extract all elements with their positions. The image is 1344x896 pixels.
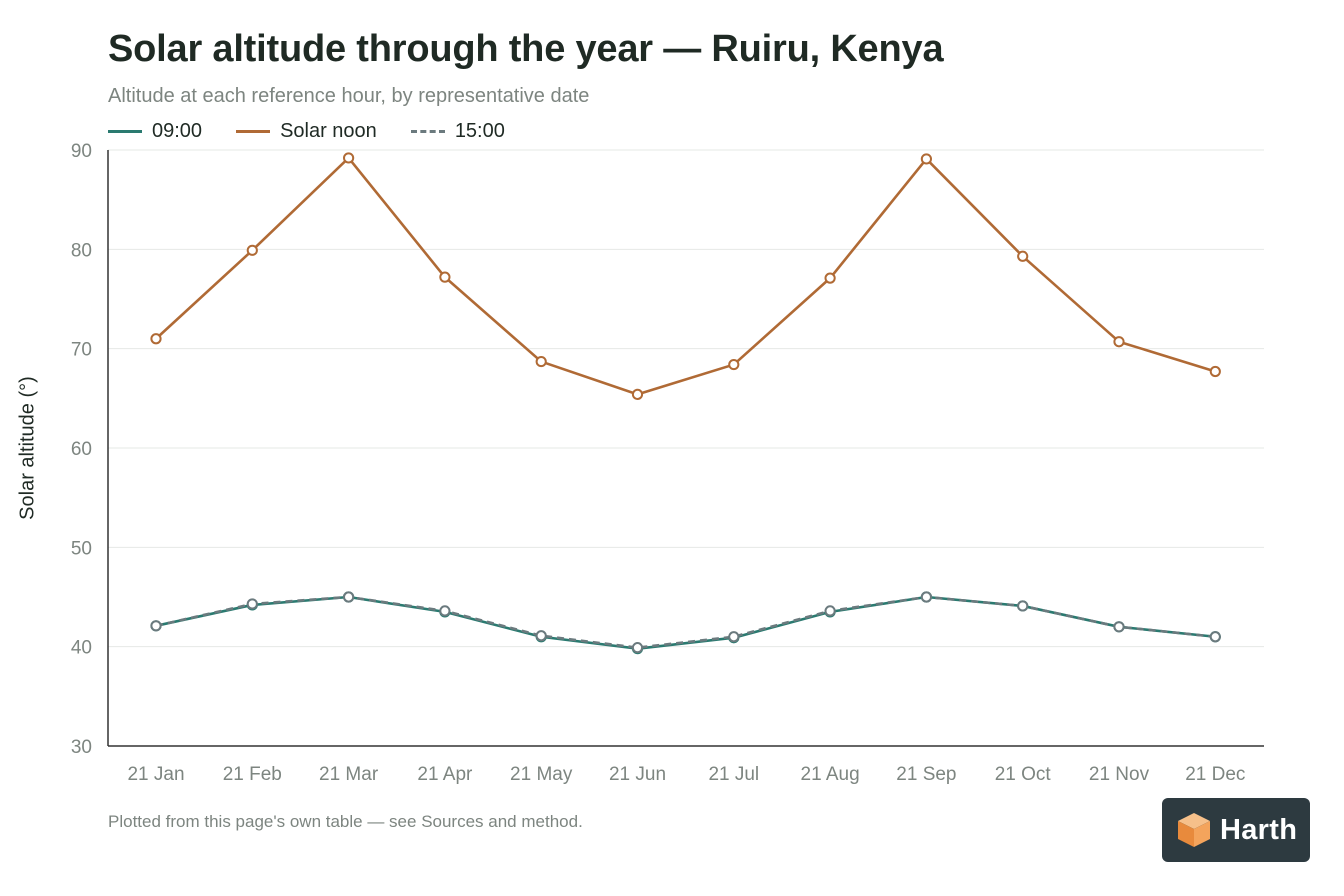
x-tick-label-4: 21 May xyxy=(510,764,573,785)
legend: 09:00 Solar noon 15:00 xyxy=(108,120,539,143)
legend-label-1500: 15:00 xyxy=(454,120,505,142)
data-point-15-00-2 xyxy=(343,591,355,603)
legend-swatch-solar-noon xyxy=(236,130,271,133)
x-tick-label-2: 21 Mar xyxy=(319,764,379,785)
data-point-15-00-3 xyxy=(439,605,451,617)
data-point-solar-noon-10 xyxy=(1113,336,1125,348)
legend-item-0900[interactable]: 09:00 xyxy=(108,120,202,143)
data-point-15-00-8 xyxy=(920,591,933,603)
data-point-15-00-0 xyxy=(150,620,162,632)
y-tick-label-60: 60 xyxy=(71,439,92,460)
series-line-solar-noon xyxy=(155,156,1216,396)
legend-swatch-0900 xyxy=(108,130,142,133)
harth-cube-icon xyxy=(1178,813,1210,847)
data-point-15-00-4 xyxy=(535,630,547,642)
y-tick-label-30: 30 xyxy=(71,737,92,758)
legend-label-0900: 09:00 xyxy=(152,120,203,142)
series-line-09-00 xyxy=(155,595,1216,650)
y-tick-label-40: 40 xyxy=(71,638,92,659)
x-tick-label-6: 21 Jul xyxy=(708,764,759,785)
logo-text: Harth xyxy=(1220,813,1298,846)
chart-subtitle: Altitude at each reference hour, by repr… xyxy=(108,85,590,107)
x-tick-label-0: 21 Jan xyxy=(127,764,184,785)
harth-logo[interactable]: Harth xyxy=(1162,798,1310,862)
x-tick-label-3: 21 Apr xyxy=(417,764,473,785)
data-point-15-00-5 xyxy=(631,642,644,654)
data-point-15-00-9 xyxy=(1017,600,1029,612)
data-point-solar-noon-9 xyxy=(1017,250,1029,262)
data-point-solar-noon-8 xyxy=(920,153,933,165)
legend-item-1500[interactable]: 15:00 xyxy=(410,120,505,143)
data-point-solar-noon-5 xyxy=(631,388,644,400)
data-point-15-00-1 xyxy=(246,598,258,610)
x-tick-label-10: 21 Nov xyxy=(1089,764,1150,785)
data-point-15-00-11 xyxy=(1209,631,1221,643)
y-tick-label-80: 80 xyxy=(71,240,92,261)
data-point-15-00-7 xyxy=(824,605,836,617)
legend-swatch-1500 xyxy=(410,130,445,133)
x-tick-label-9: 21 Oct xyxy=(995,764,1052,785)
y-tick-label-70: 70 xyxy=(71,340,92,361)
x-tick-label-7: 21 Aug xyxy=(801,764,860,785)
data-point-15-00-6 xyxy=(728,631,740,643)
x-tick-label-11: 21 Dec xyxy=(1185,764,1245,785)
y-tick-label-90: 90 xyxy=(71,141,92,162)
legend-label-solar-noon: Solar noon xyxy=(280,120,377,142)
legend-item-solar-noon[interactable]: Solar noon xyxy=(236,120,377,143)
data-point-solar-noon-6 xyxy=(728,358,740,371)
data-point-solar-noon-3 xyxy=(439,271,451,283)
footnote: Plotted from this page's own table — see… xyxy=(108,812,583,831)
data-point-solar-noon-1 xyxy=(246,244,258,256)
chart-title: Solar altitude through the year — Ruiru,… xyxy=(108,28,944,70)
data-point-15-00-10 xyxy=(1113,621,1125,633)
data-point-solar-noon-4 xyxy=(535,355,547,368)
data-point-solar-noon-7 xyxy=(824,272,836,284)
x-tick-label-8: 21 Sep xyxy=(896,764,956,785)
x-tick-label-5: 21 Jun xyxy=(609,764,666,785)
data-point-solar-noon-0 xyxy=(150,333,162,345)
y-tick-label-50: 50 xyxy=(71,538,92,559)
series-line-15-00 xyxy=(155,595,1216,649)
x-tick-label-1: 21 Feb xyxy=(223,764,282,785)
data-point-solar-noon-2 xyxy=(343,152,355,164)
data-point-solar-noon-11 xyxy=(1209,365,1221,378)
